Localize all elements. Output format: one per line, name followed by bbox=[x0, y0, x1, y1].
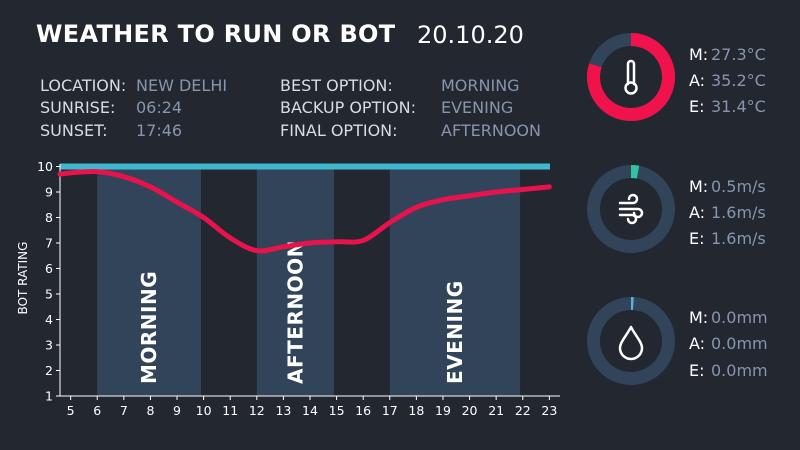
band-label-afternoon: AFTERNOON bbox=[283, 240, 307, 384]
y-tick-label: 1 bbox=[45, 389, 53, 404]
final-option-label: FINAL OPTION: bbox=[280, 121, 398, 140]
stat-value: 31.4°C bbox=[711, 97, 766, 116]
y-tick-label: 10 bbox=[37, 159, 53, 174]
stat-key: A: bbox=[689, 334, 706, 353]
report-date: 20.10.20 bbox=[417, 21, 524, 49]
stat-key: A: bbox=[689, 203, 706, 222]
backup-option-value: EVENING bbox=[441, 98, 514, 117]
rain-afternoon: A: 0.0mm bbox=[689, 334, 768, 353]
x-tick-label: 5 bbox=[67, 403, 75, 418]
y-tick-label: 8 bbox=[45, 210, 53, 225]
x-tick-label: 12 bbox=[249, 403, 265, 418]
location-value: NEW DELHI bbox=[136, 76, 228, 95]
wind-stroke bbox=[618, 193, 639, 205]
band-evening bbox=[389, 166, 521, 396]
wind-morning: M: 0.5m/s bbox=[689, 177, 766, 196]
stat-key: E: bbox=[689, 361, 705, 380]
wind-stroke bbox=[618, 213, 638, 225]
y-tick-label: 6 bbox=[45, 261, 53, 276]
y-tick-label: 9 bbox=[45, 185, 53, 200]
drop-shape bbox=[618, 325, 644, 361]
stat-value: 35.2°C bbox=[711, 71, 766, 90]
x-tick-label: 20 bbox=[462, 403, 478, 418]
best-option-label: BEST OPTION: bbox=[280, 76, 393, 95]
stat-key: E: bbox=[689, 97, 705, 116]
temperature-afternoon: A: 35.2°C bbox=[689, 71, 766, 90]
x-tick-label: 21 bbox=[488, 403, 504, 418]
x-tick-label: 23 bbox=[541, 403, 557, 418]
x-tick-label: 14 bbox=[302, 403, 318, 418]
temperature-evening: E: 31.4°C bbox=[689, 97, 766, 116]
final-option-value: AFTERNOON bbox=[441, 121, 541, 140]
stat-key: M: bbox=[689, 45, 709, 64]
stat-value: 27.3°C bbox=[711, 45, 766, 64]
thermometer-icon bbox=[624, 59, 638, 95]
wind-icon bbox=[618, 193, 644, 225]
x-tick-label: 18 bbox=[408, 403, 424, 418]
stat-value: 0.0mm bbox=[711, 361, 768, 380]
stat-value: 1.6m/s bbox=[711, 229, 766, 248]
y-tick-label: 3 bbox=[45, 338, 53, 353]
backup-option-label: BACKUP OPTION: bbox=[280, 98, 417, 117]
stat-key: A: bbox=[689, 71, 706, 90]
gauge-track bbox=[587, 297, 675, 385]
thermometer-bulb bbox=[624, 81, 638, 95]
gauge-fill bbox=[630, 165, 640, 179]
stat-key: E: bbox=[689, 229, 705, 248]
x-tick-label: 19 bbox=[435, 403, 451, 418]
rain-evening: E: 0.0mm bbox=[689, 361, 768, 380]
stat-value: 0.0mm bbox=[711, 334, 768, 353]
x-tick-label: 6 bbox=[93, 403, 101, 418]
sunset-label: SUNSET: bbox=[40, 121, 108, 140]
stat-value: 0.0mm bbox=[711, 308, 768, 327]
x-tick-label: 16 bbox=[355, 403, 371, 418]
band-afternoon bbox=[256, 166, 334, 396]
x-tick-label: 15 bbox=[329, 403, 345, 418]
temperature-morning: M: 27.3°C bbox=[689, 45, 766, 64]
y-tick-label: 4 bbox=[45, 312, 53, 327]
x-tick-label: 17 bbox=[382, 403, 398, 418]
thermometer-stem bbox=[626, 59, 636, 86]
x-tick-label: 11 bbox=[222, 403, 238, 418]
bot-rating-line bbox=[57, 168, 552, 254]
sunrise-label: SUNRISE: bbox=[40, 98, 116, 117]
rain-morning: M: 0.0mm bbox=[689, 308, 768, 327]
stat-value: 0.5m/s bbox=[711, 177, 766, 196]
x-tick-label: 22 bbox=[515, 403, 531, 418]
location-label: LOCATION: bbox=[40, 76, 127, 95]
band-label-morning: MORNING bbox=[137, 271, 161, 384]
stat-value: 1.6m/s bbox=[711, 203, 766, 222]
x-tick-label: 13 bbox=[275, 403, 291, 418]
gauge-fill bbox=[587, 33, 675, 121]
wind-evening: E: 1.6m/s bbox=[689, 229, 766, 248]
y-axis-label: BOT RATING bbox=[16, 242, 30, 315]
band-label-evening: EVENING bbox=[443, 280, 467, 384]
sunset-value: 17:46 bbox=[136, 121, 183, 140]
x-tick-label: 8 bbox=[146, 403, 154, 418]
sunrise-value: 06:24 bbox=[136, 98, 183, 117]
y-tick-label: 2 bbox=[45, 363, 53, 378]
x-tick-label: 9 bbox=[173, 403, 181, 418]
y-tick-label: 5 bbox=[45, 287, 53, 302]
stat-key: M: bbox=[689, 308, 709, 327]
x-tick-label: 7 bbox=[120, 403, 128, 418]
stat-key: M: bbox=[689, 177, 709, 196]
page-title: WEATHER TO RUN OR BOT bbox=[36, 20, 396, 48]
y-tick-label: 7 bbox=[45, 236, 53, 251]
wind-afternoon: A: 1.6m/s bbox=[689, 203, 766, 222]
x-tick-label: 10 bbox=[196, 403, 212, 418]
rain-drop-icon bbox=[618, 325, 644, 361]
best-option-value: MORNING bbox=[441, 76, 520, 95]
